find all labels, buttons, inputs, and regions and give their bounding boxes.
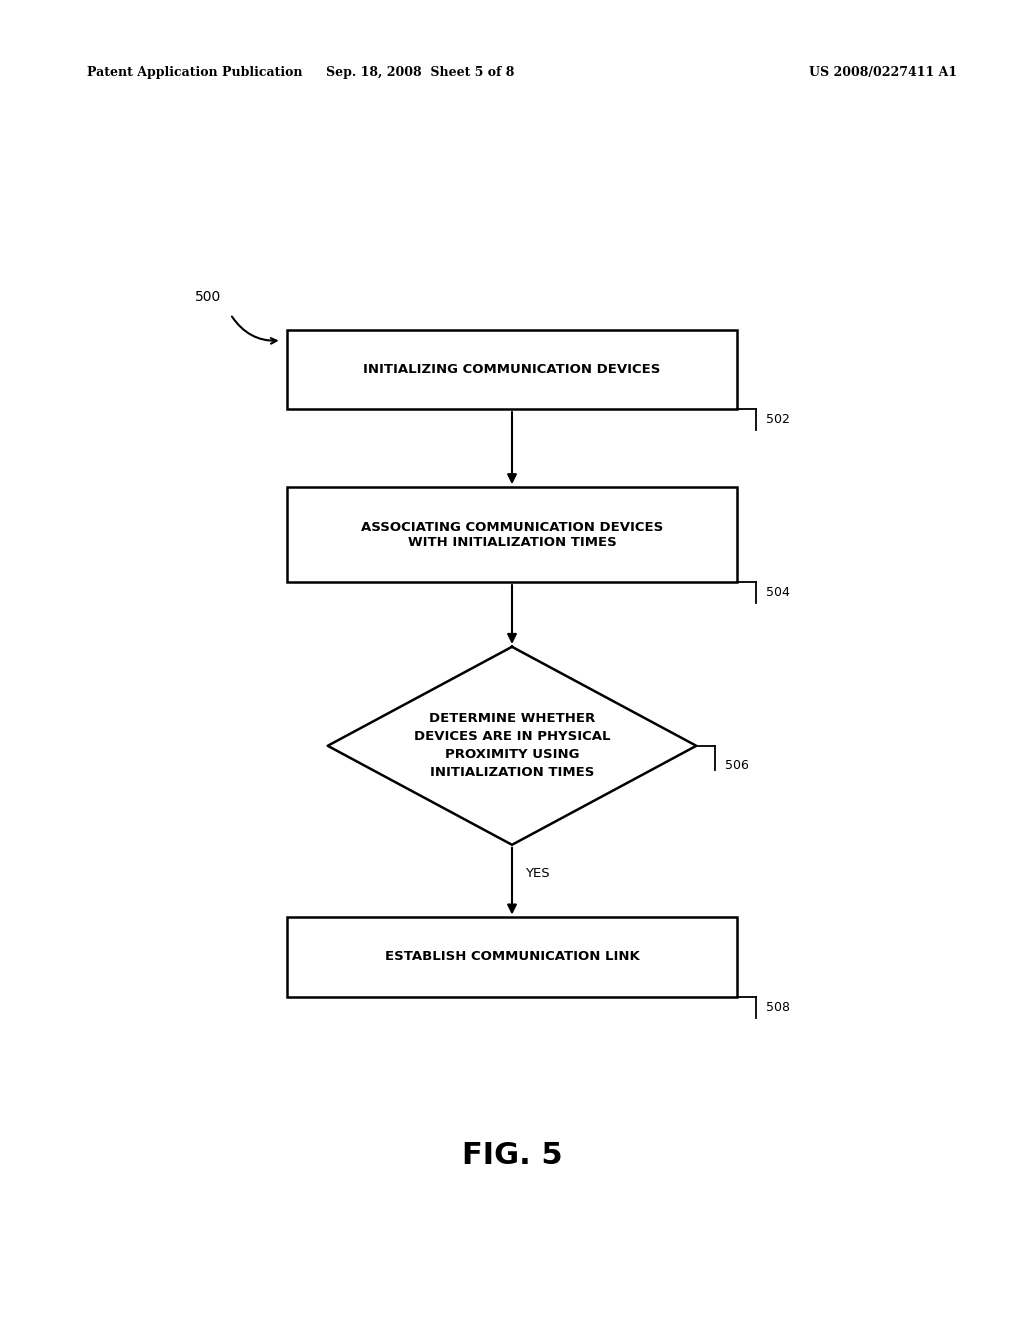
Text: US 2008/0227411 A1: US 2008/0227411 A1 <box>809 66 957 79</box>
Text: DETERMINE WHETHER
DEVICES ARE IN PHYSICAL
PROXIMITY USING
INITIALIZATION TIMES: DETERMINE WHETHER DEVICES ARE IN PHYSICA… <box>414 713 610 779</box>
Text: YES: YES <box>525 867 550 880</box>
Bar <box>287 330 737 409</box>
Text: 506: 506 <box>725 759 749 772</box>
Text: 500: 500 <box>195 290 221 304</box>
Text: FIG. 5: FIG. 5 <box>462 1140 562 1170</box>
Text: ASSOCIATING COMMUNICATION DEVICES
WITH INITIALIZATION TIMES: ASSOCIATING COMMUNICATION DEVICES WITH I… <box>360 520 664 549</box>
Bar <box>287 917 737 997</box>
Text: Sep. 18, 2008  Sheet 5 of 8: Sep. 18, 2008 Sheet 5 of 8 <box>326 66 514 79</box>
Text: Patent Application Publication: Patent Application Publication <box>87 66 302 79</box>
Text: 508: 508 <box>766 1001 790 1014</box>
Text: 502: 502 <box>766 413 790 426</box>
Text: ESTABLISH COMMUNICATION LINK: ESTABLISH COMMUNICATION LINK <box>385 950 639 964</box>
Polygon shape <box>328 647 696 845</box>
Text: 504: 504 <box>766 586 790 599</box>
Bar <box>287 487 737 582</box>
Text: INITIALIZING COMMUNICATION DEVICES: INITIALIZING COMMUNICATION DEVICES <box>364 363 660 376</box>
